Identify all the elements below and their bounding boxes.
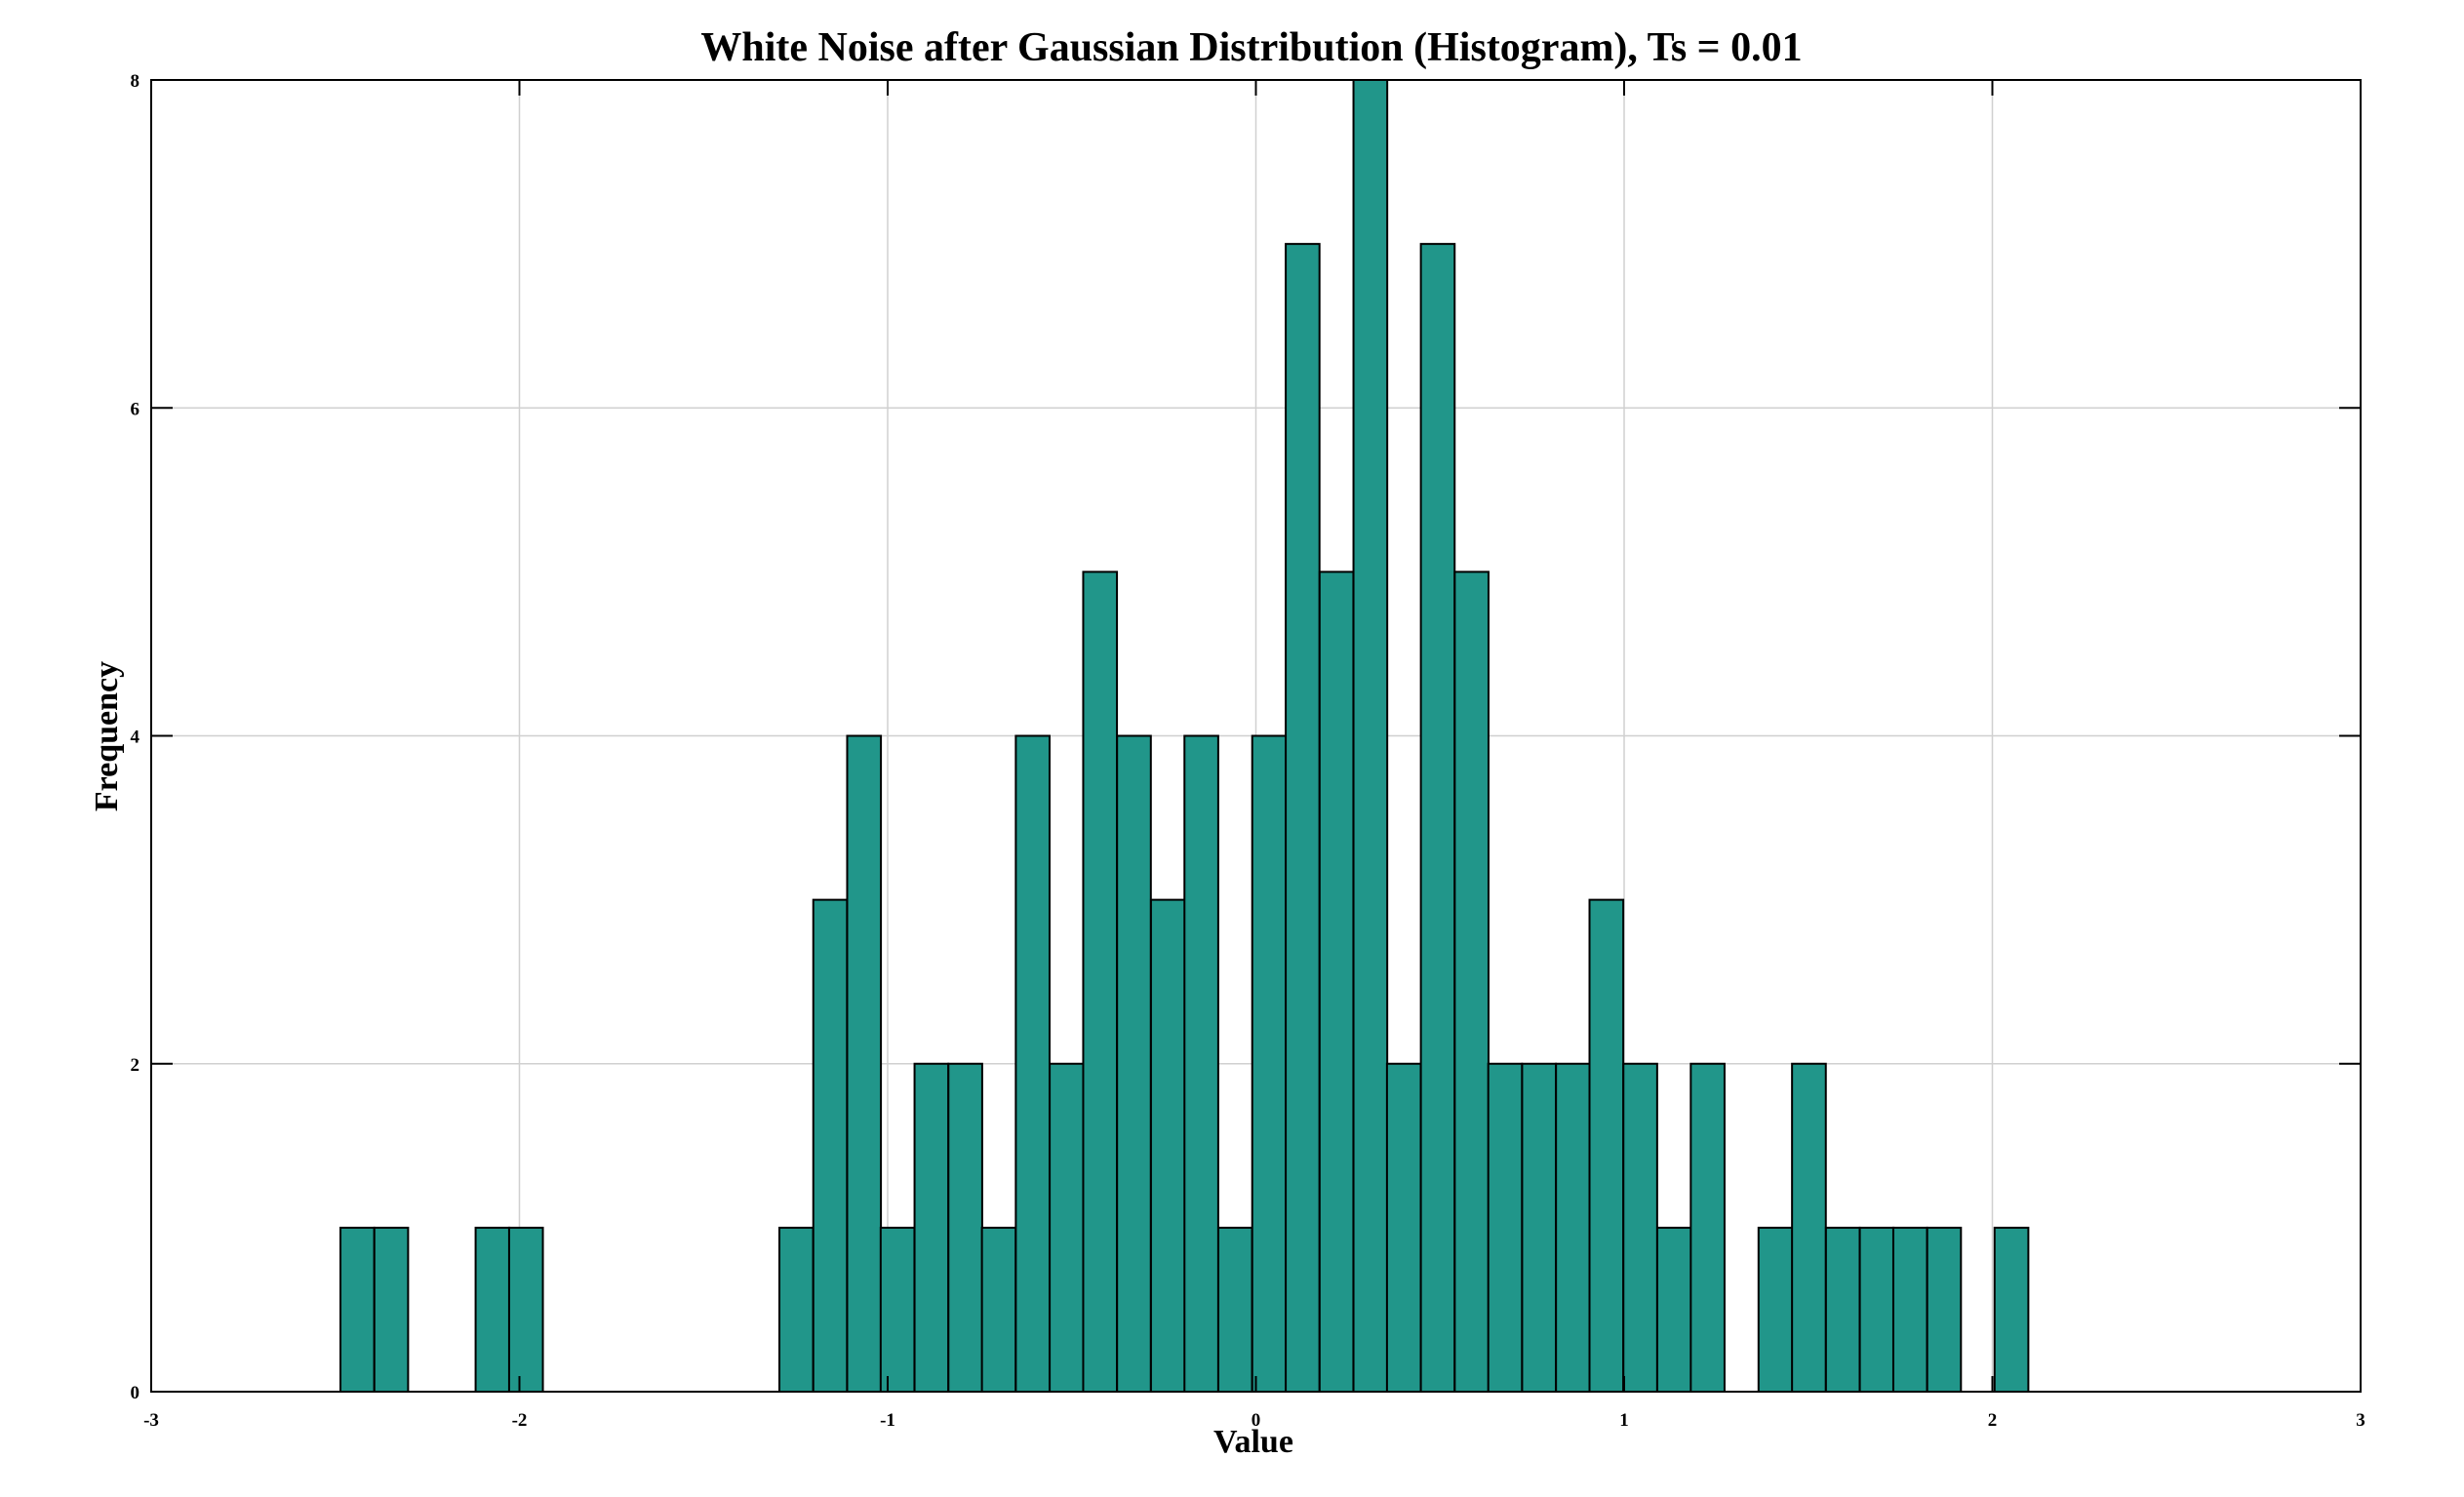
histogram-bar: [1352, 79, 1389, 1393]
axis-ticks: -3 -2 -1 0 1 2 3 0 2 4 6 8: [131, 71, 2365, 1431]
histogram-bar: [1318, 571, 1355, 1393]
histogram-bar: [1757, 1226, 1794, 1393]
histogram-bar: [1216, 1226, 1253, 1393]
y-tick-label: 0: [131, 1383, 140, 1403]
histogram-bar: [1689, 1062, 1726, 1393]
histogram-bar: [1555, 1062, 1591, 1393]
histogram-bar: [879, 1226, 916, 1393]
histogram-bar: [778, 1226, 815, 1393]
y-axis-label: Frequency: [89, 661, 125, 811]
histogram-bar: [1891, 1226, 1928, 1393]
histogram-bar: [507, 1226, 544, 1393]
histogram-bar: [474, 1226, 511, 1393]
histogram-bar: [1858, 1226, 1895, 1393]
histogram-bar: [1487, 1062, 1524, 1393]
histogram-bars: [339, 79, 2030, 1393]
histogram-bar: [913, 1062, 950, 1393]
histogram-bar: [1993, 1226, 2030, 1393]
chart-title: White Noise after Gaussian Distribution …: [700, 25, 1802, 70]
histogram-bar: [1419, 243, 1456, 1393]
histogram-bar: [1622, 1062, 1658, 1393]
y-tick-label: 8: [131, 71, 140, 92]
histogram-bar: [1149, 898, 1186, 1393]
histogram-bar: [947, 1062, 983, 1393]
histogram-bar: [373, 1226, 410, 1393]
histogram-bar: [1183, 734, 1219, 1393]
histogram-bar: [1285, 243, 1321, 1393]
histogram-bar: [1049, 1062, 1085, 1393]
histogram-bar: [1588, 898, 1625, 1393]
histogram-bar: [1453, 571, 1490, 1393]
x-tick-label: 2: [1988, 1410, 1998, 1431]
x-tick-label: 3: [2356, 1410, 2365, 1431]
histogram-bar: [1251, 734, 1288, 1393]
histogram-bar: [846, 734, 883, 1393]
histogram-bar: [1824, 1226, 1861, 1393]
x-tick-label: -2: [512, 1410, 528, 1431]
histogram-bar: [339, 1226, 376, 1393]
histogram-bar: [1521, 1062, 1558, 1393]
histogram-bar: [1791, 1062, 1827, 1393]
x-tick-label: -1: [880, 1410, 895, 1431]
y-tick-label: 4: [131, 728, 140, 748]
histogram-bar: [1926, 1226, 1963, 1393]
x-tick-label: -3: [143, 1410, 159, 1431]
histogram-bar: [1014, 734, 1051, 1393]
y-tick-label: 2: [131, 1055, 140, 1076]
y-tick-label: 6: [131, 399, 140, 419]
histogram-bar: [980, 1226, 1017, 1393]
histogram-bar: [1655, 1226, 1692, 1393]
x-axis-label: Value: [1213, 1424, 1293, 1460]
x-tick-label: 1: [1619, 1410, 1629, 1431]
histogram-bar: [1082, 571, 1119, 1393]
x-tick-label: 0: [1252, 1410, 1261, 1431]
histogram-bar: [1116, 734, 1152, 1393]
histogram-bar: [812, 898, 849, 1393]
histogram-bar: [1385, 1062, 1422, 1393]
